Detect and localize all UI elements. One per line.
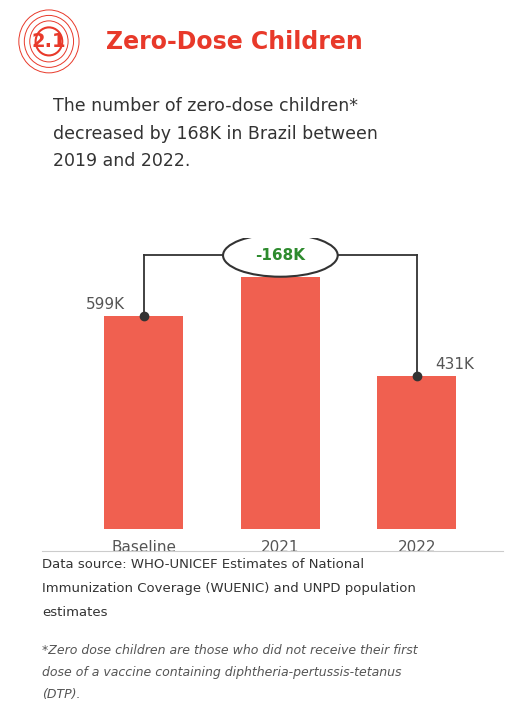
Text: dose of a vaccine containing diphtheria-pertussis-tetanus: dose of a vaccine containing diphtheria-…	[42, 666, 402, 679]
Text: 431K: 431K	[435, 356, 475, 372]
Text: Immunization Coverage (WUENIC) and UNPD population: Immunization Coverage (WUENIC) and UNPD …	[42, 582, 416, 595]
Text: 599K: 599K	[86, 297, 125, 312]
Bar	[377, 376, 457, 529]
Text: -168K: -168K	[256, 248, 305, 263]
Text: 710K: 710K	[261, 258, 300, 272]
Ellipse shape	[35, 27, 62, 55]
Text: (DTP).: (DTP).	[42, 688, 81, 701]
Text: decreased by 168K in Brazil between: decreased by 168K in Brazil between	[53, 125, 378, 143]
Text: 2.1: 2.1	[32, 32, 66, 51]
Text: estimates: estimates	[42, 606, 108, 618]
Text: Data source: WHO-UNICEF Estimates of National: Data source: WHO-UNICEF Estimates of Nat…	[42, 558, 364, 571]
Text: Zero-Dose Children: Zero-Dose Children	[106, 30, 362, 54]
Text: The number of zero-dose children*: The number of zero-dose children*	[53, 97, 358, 115]
Text: *Zero dose children are those who did not receive their first: *Zero dose children are those who did no…	[42, 644, 418, 657]
Bar	[104, 316, 184, 529]
Bar	[241, 276, 320, 529]
Text: 2019 and 2022.: 2019 and 2022.	[53, 152, 190, 170]
Ellipse shape	[223, 234, 338, 276]
